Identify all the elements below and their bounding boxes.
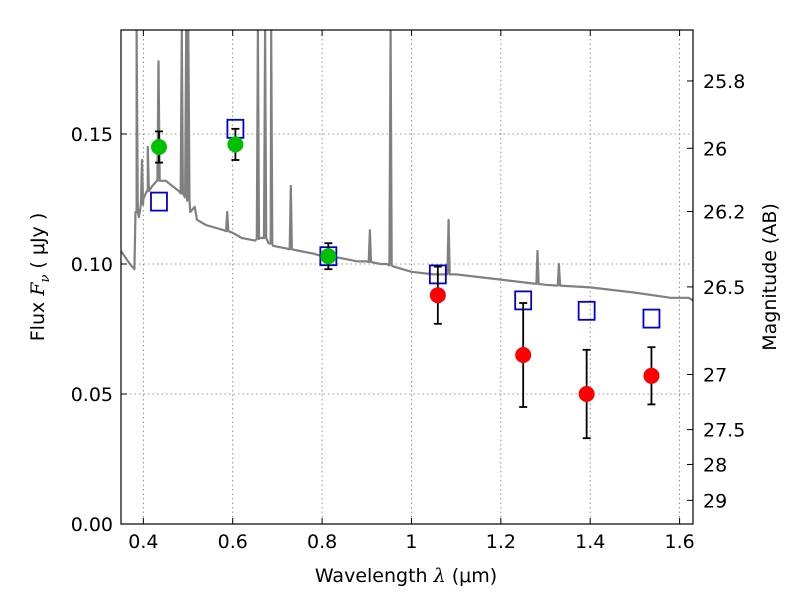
- x-tick-label: 1: [405, 531, 417, 553]
- red-data-point: [578, 386, 595, 402]
- x-axis-label-symbol: λ: [433, 565, 446, 587]
- x-tick-label: 0.8: [307, 531, 337, 553]
- y2-tick-label: 27: [703, 365, 727, 387]
- y-axis-label-subscript: ν: [38, 275, 53, 283]
- y2-axis-label: Magnitude (AB): [759, 203, 781, 351]
- y-axis-label: Flux Fν ( μJy ): [27, 213, 53, 342]
- model-spectrum-line: [121, 30, 693, 302]
- green-data-point: [150, 139, 167, 155]
- grid-layer: [121, 30, 693, 525]
- x-axis-label-unit: (μm): [446, 565, 497, 587]
- y-tick-label: 0.00: [71, 514, 113, 536]
- y2-tick-label: 29: [703, 490, 727, 512]
- model-magnitude-square: [642, 308, 661, 329]
- red-data-point: [515, 347, 532, 363]
- x-tick-label: 1.4: [575, 531, 605, 553]
- y2-tick-label: 26.2: [703, 201, 745, 223]
- y-tick-label: 0.10: [71, 254, 113, 276]
- y-tick-label: 0.15: [71, 124, 113, 146]
- y-axis-label-unit: ( μJy ): [27, 213, 49, 275]
- y2-tick-label: 26.5: [703, 277, 745, 299]
- y2-tick-label: 26: [703, 138, 727, 160]
- green-data-point: [227, 136, 244, 153]
- data-layer: [121, 30, 693, 440]
- plot-frame: [120, 29, 694, 525]
- model-magnitude-square: [150, 191, 168, 212]
- x-tick-label: 1.2: [486, 531, 516, 553]
- green-data-point: [320, 248, 337, 265]
- red-data-point: [429, 287, 446, 304]
- tick-layer: 0.4 0.6 0.8 1 1.2 1.4 1.6 0.00 0.05 0.10 0.15 25.8 2…: [71, 30, 745, 553]
- x-axis-label-prefix: Wavelength: [315, 565, 434, 587]
- y2-tick-label: 27.5: [703, 420, 745, 442]
- x-tick-label: 0.4: [128, 531, 158, 553]
- y2-tick-label: 25.8: [703, 71, 745, 93]
- x-tick-label: 1.6: [664, 531, 694, 553]
- y2-tick-label: 28: [703, 454, 727, 476]
- x-axis-label: Wavelength λ (μm): [315, 565, 497, 587]
- x-tick-label: 0.6: [218, 531, 248, 553]
- y-tick-label: 0.05: [71, 384, 113, 406]
- y-axis-label-prefix: Flux: [27, 296, 49, 342]
- red-data-point: [643, 367, 660, 384]
- model-magnitude-square: [577, 300, 596, 321]
- y-axis-label-symbol: F: [27, 282, 49, 297]
